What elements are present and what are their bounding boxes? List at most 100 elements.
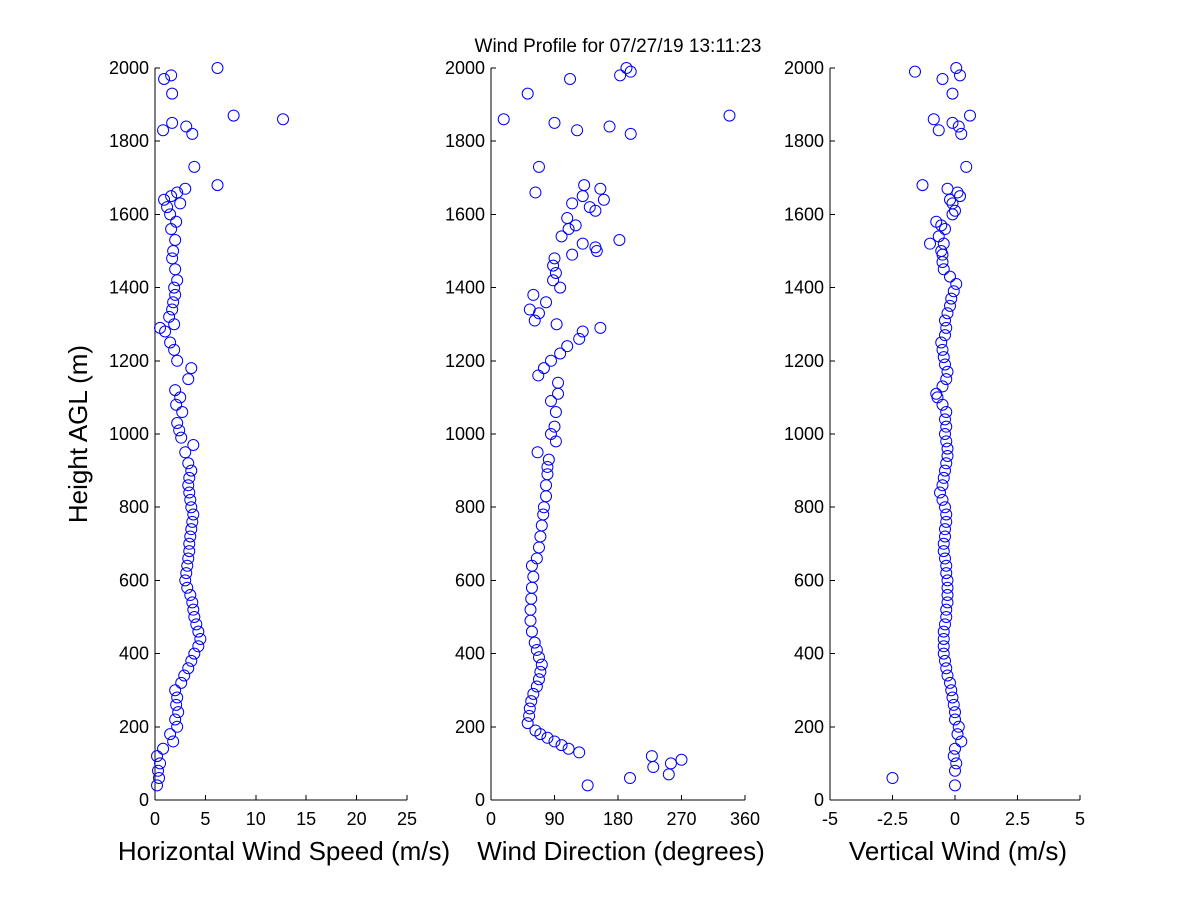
direction-data-point <box>554 281 567 294</box>
speed-data-point <box>166 303 179 316</box>
vertical-data-point <box>936 479 949 492</box>
direction-data-point <box>525 695 538 708</box>
speed-data-point <box>164 728 177 741</box>
speed-data-point <box>277 113 290 126</box>
speed-data-point <box>164 336 177 349</box>
speed-y-tick-label: 1000 <box>109 424 149 444</box>
direction-data-point <box>573 332 586 345</box>
direction-data-point <box>624 127 637 140</box>
speed-data-point <box>168 281 181 294</box>
vertical-data-point <box>945 684 958 697</box>
speed-data-point <box>185 362 198 375</box>
direction-data-point <box>541 460 554 473</box>
chart-title: Wind Profile for 07/27/19 13:11:23 <box>475 36 762 57</box>
direction-data-point <box>540 296 553 309</box>
vertical-y-tick-label: 0 <box>814 790 824 810</box>
direction-data-point <box>576 237 589 250</box>
direction-data-point <box>544 428 557 440</box>
vertical-data-point <box>950 277 963 290</box>
speed-data-point <box>179 182 192 195</box>
speed-data-point <box>175 676 188 689</box>
direction-data-point <box>521 87 534 100</box>
vertical-data-point <box>940 603 953 616</box>
speed-y-tick-label: 0 <box>139 790 149 810</box>
vertical-y-tick-label: 1800 <box>784 131 824 151</box>
speed-y-tick-label: 1200 <box>109 351 149 371</box>
speed-data-point <box>180 567 193 580</box>
speed-data-point <box>192 625 205 638</box>
speed-data-point <box>181 581 194 594</box>
speed-data-point <box>165 69 178 82</box>
vertical-data-point <box>939 314 951 327</box>
vertical-data-point <box>939 428 951 440</box>
direction-x-axis-label: Wind Direction (degrees) <box>477 836 765 866</box>
direction-y-tick-label: 400 <box>455 644 485 664</box>
speed-data-point <box>151 779 164 792</box>
direction-data-point <box>613 234 626 247</box>
direction-data-point <box>550 318 563 331</box>
direction-data-point <box>603 120 616 133</box>
speed-data-point <box>190 618 203 631</box>
direction-data-point <box>542 453 555 466</box>
direction-data-point <box>583 201 596 214</box>
vertical-data-point <box>937 647 950 660</box>
vertical-data-point <box>941 581 954 594</box>
vertical-data-point <box>947 750 960 763</box>
vertical-data-point <box>949 204 961 217</box>
speed-data-point <box>166 116 179 129</box>
speed-data-point <box>167 296 180 309</box>
direction-data-point <box>573 746 586 759</box>
speed-data-point <box>182 552 195 565</box>
vertical-y-tick-label: 1400 <box>784 278 824 298</box>
speed-data-point <box>171 720 184 733</box>
speed-data-point <box>182 479 195 492</box>
vertical-data-point <box>935 245 948 257</box>
speed-data-point <box>179 446 192 459</box>
speed-data-point <box>178 669 191 682</box>
vertical-data-point <box>950 757 963 770</box>
direction-data-point <box>555 230 568 243</box>
direction-data-point <box>548 420 561 433</box>
speed-data-point <box>188 160 201 173</box>
speed-data-point <box>169 684 182 697</box>
vertical-data-point <box>941 589 954 602</box>
direction-data-point <box>578 179 591 192</box>
speed-data-point <box>158 72 171 85</box>
direction-data-point <box>614 69 627 82</box>
speed-data-point <box>154 757 167 770</box>
vertical-data-point <box>949 706 961 719</box>
vertical-data-point <box>934 486 946 499</box>
speed-data-point <box>211 62 224 74</box>
panel-vertical-wind: 0 200 400 600 800 1000 1200 1400 1600 1800 2000 -5 -… <box>784 58 1085 866</box>
vertical-data-point <box>937 537 950 550</box>
direction-x-tick-label: 180 <box>603 809 633 829</box>
vertical-data-point <box>941 596 954 609</box>
direction-x-tick-label: 360 <box>730 809 760 829</box>
speed-data-point <box>164 208 177 221</box>
speed-data-point <box>186 515 199 528</box>
speed-data-point <box>211 179 224 192</box>
speed-data-point <box>152 764 165 777</box>
vertical-data-point <box>960 160 973 173</box>
direction-data-point <box>597 193 610 206</box>
direction-data-point <box>529 724 542 737</box>
speed-data-point <box>169 288 182 301</box>
speed-data-point <box>166 252 179 265</box>
vertical-data-point <box>916 179 929 192</box>
direction-data-point <box>541 468 554 481</box>
speed-data-point <box>187 438 200 451</box>
speed-data-point <box>175 431 188 444</box>
vertical-x-tick-label: 2.5 <box>1005 809 1030 829</box>
direction-y-tick-label: 1600 <box>445 204 485 224</box>
speed-data-point <box>185 523 198 536</box>
speed-data-point <box>192 640 205 653</box>
direction-y-tick-label: 200 <box>455 717 485 737</box>
direction-y-tick-label: 0 <box>475 790 485 810</box>
vertical-data-point <box>930 215 943 228</box>
vertical-data-point <box>886 772 899 785</box>
direction-data-point <box>548 116 561 129</box>
speed-x-tick-label: 5 <box>200 809 210 829</box>
vertical-data-point <box>940 559 953 572</box>
vertical-data-point <box>940 611 953 623</box>
vertical-data-point <box>932 230 945 243</box>
